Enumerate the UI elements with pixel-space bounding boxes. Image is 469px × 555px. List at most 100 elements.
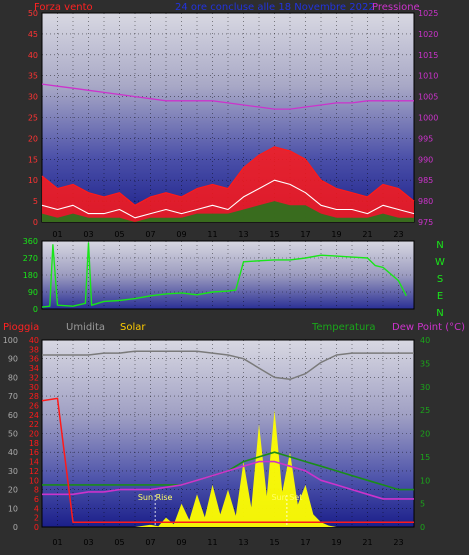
wind-tick-label: 35 — [28, 72, 38, 81]
time-tick-label: 03 — [83, 538, 93, 547]
dewpoint-axis-title: Dew Point (°C) — [392, 322, 465, 333]
rain-tick-label: 38 — [29, 345, 39, 354]
rain-tick-label: 20 — [29, 430, 39, 439]
direction-tick-label: 0 — [33, 305, 38, 314]
temperature-tick-label: 35 — [420, 359, 430, 368]
time-tick-label: 11 — [207, 538, 217, 547]
pressure-ticks: 975 980 985 990 995 1000 1005 1010 1015 1020 1025 — [418, 9, 438, 227]
wind-tick-label: 15 — [28, 155, 38, 164]
pressure-tick-label: 995 — [418, 134, 433, 143]
humidity-tick-label: 70 — [8, 392, 18, 401]
time-tick-label: 21 — [362, 538, 372, 547]
solar-axis-title: Solar — [120, 322, 146, 333]
temperature-tick-label: 40 — [420, 336, 430, 345]
pressure-tick-label: 985 — [418, 176, 433, 185]
compass-label: W — [435, 257, 445, 268]
rain-tick-label: 30 — [29, 383, 39, 392]
humidity-axis-title: Umidita — [66, 322, 105, 333]
wind-base-area — [42, 201, 414, 222]
chart-header-period: 24 ore concluse alle 18 Novembre 2022 — [175, 2, 375, 13]
humidity-tick-label: 40 — [8, 448, 18, 457]
compass-label: E — [437, 291, 443, 302]
sun-set-label: Sun Set — [271, 493, 302, 502]
direction-tick-label: 270 — [23, 254, 38, 263]
rain-tick-label: 18 — [29, 439, 39, 448]
time-tick-label: 17 — [300, 538, 310, 547]
pressure-tick-label: 990 — [418, 155, 433, 164]
time-tick-label: 09 — [176, 230, 186, 239]
pressure-tick-label: 1025 — [418, 9, 438, 18]
time-tick-label: 15 — [269, 538, 279, 547]
wind-direction-series — [41, 242, 407, 308]
wind-direction-line — [41, 242, 407, 308]
humidity-tick-label: 60 — [8, 411, 18, 420]
rain-tick-label: 10 — [29, 476, 39, 485]
sun-rise-label: Sun Rise — [138, 493, 173, 502]
wind-pressure-series — [41, 83, 415, 222]
rain-tick-label: 8 — [34, 486, 39, 495]
wind-tick-label: 45 — [28, 30, 38, 39]
time-tick-label: 15 — [269, 230, 279, 239]
rain-tick-label: 16 — [29, 448, 39, 457]
temperature-tick-label: 5 — [420, 500, 425, 509]
temperature-ticks: 0 5 10 15 20 25 30 35 40 — [420, 336, 430, 532]
rain-tick-label: 28 — [29, 392, 39, 401]
wind-pressure-grid — [42, 13, 414, 222]
compass-label: N — [436, 308, 443, 319]
time-tick-label: 01 — [52, 538, 62, 547]
wind-tick-label: 25 — [28, 114, 38, 123]
humidity-ticks: 0 10 20 30 40 50 60 70 80 90 100 — [3, 336, 18, 532]
time-tick-label: 23 — [393, 538, 403, 547]
direction-tick-label: 180 — [23, 271, 38, 280]
dewpoint-line — [42, 460, 414, 500]
pressure-line — [41, 83, 414, 110]
time-tick-label: 19 — [331, 538, 341, 547]
rain-tick-label: 36 — [29, 355, 39, 364]
time-tick-label: 05 — [114, 230, 124, 239]
time-ticks-top: 01 03 05 07 09 11 13 15 17 19 21 23 — [52, 230, 403, 239]
time-tick-label: 11 — [207, 230, 217, 239]
wind-axis-title: Forza vento — [34, 2, 93, 13]
time-tick-label: 13 — [238, 230, 248, 239]
temperature-tick-label: 30 — [420, 383, 430, 392]
rain-tick-label: 2 — [34, 514, 39, 523]
wind-ticks: 0 5 10 15 20 25 30 35 40 45 50 — [28, 9, 38, 227]
pressure-tick-label: 975 — [418, 218, 433, 227]
rain-tick-label: 34 — [29, 364, 39, 373]
humidity-tick-label: 0 — [13, 523, 18, 532]
wind-tick-label: 40 — [28, 51, 38, 60]
compass-label: N — [436, 240, 443, 251]
temperature-tick-label: 20 — [420, 430, 430, 439]
temperature-tick-label: 15 — [420, 453, 430, 462]
compass-label: S — [437, 274, 443, 285]
time-tick-label: 05 — [114, 538, 124, 547]
pressure-tick-label: 1020 — [418, 30, 438, 39]
time-ticks-bottom: 01 03 05 07 09 11 13 15 17 19 21 23 — [52, 538, 403, 547]
time-tick-label: 09 — [176, 538, 186, 547]
humidity-tick-label: 100 — [3, 336, 18, 345]
wind-tick-label: 30 — [28, 93, 38, 102]
wind-tick-label: 0 — [33, 218, 38, 227]
pressure-tick-label: 980 — [418, 197, 433, 206]
rain-tick-label: 32 — [29, 373, 39, 382]
time-tick-label: 07 — [145, 538, 155, 547]
wind-max-area — [42, 146, 414, 222]
direction-ticks: 0 90 180 270 360 — [23, 237, 38, 314]
humidity-line — [42, 350, 414, 381]
temperature-tick-label: 0 — [420, 523, 425, 532]
wind-tick-label: 20 — [28, 134, 38, 143]
rain-tick-label: 0 — [34, 523, 39, 532]
rain-tick-label: 6 — [34, 495, 39, 504]
wind-tick-label: 5 — [33, 197, 38, 206]
time-tick-label: 03 — [83, 230, 93, 239]
rain-tick-label: 40 — [29, 336, 39, 345]
time-tick-label: 23 — [393, 230, 403, 239]
rain-tick-label: 24 — [29, 411, 39, 420]
wind-max-line — [41, 146, 415, 206]
pressure-axis-title: Pressione — [372, 2, 420, 13]
